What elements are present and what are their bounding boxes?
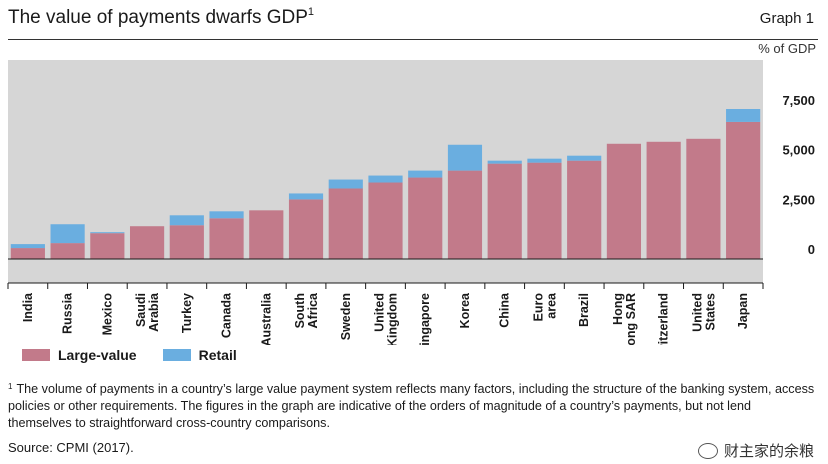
graph-label: Graph 1 xyxy=(759,10,814,27)
x-tick-label: India xyxy=(21,292,35,322)
bar-large-value xyxy=(129,226,165,259)
x-tick-label: Japan xyxy=(736,293,750,329)
y-tick-label: 2,500 xyxy=(782,192,815,207)
x-tick-label: UnitedKingdom xyxy=(373,293,400,345)
x-tick-label: UnitedStates xyxy=(690,293,717,332)
bar-large-value xyxy=(487,163,522,259)
y-tick-label: 0 xyxy=(808,242,815,257)
bar-large-value xyxy=(288,199,324,259)
bar-large-value xyxy=(50,243,85,259)
y-tick-label: 5,000 xyxy=(782,143,815,158)
bar-large-value xyxy=(408,177,443,259)
bar-large-value xyxy=(169,225,204,259)
bar-retail xyxy=(447,144,483,171)
x-tick-label: Switzerland xyxy=(657,293,671,345)
y-axis-unit-label: % of GDP xyxy=(758,41,816,56)
legend-label: Retail xyxy=(198,347,237,363)
bar-retail xyxy=(209,211,244,219)
legend-item-retail: Retail xyxy=(162,347,237,363)
large-value-swatch xyxy=(22,349,50,361)
bar-large-value xyxy=(447,170,483,259)
watermark: 财主家的余粮 xyxy=(697,440,814,461)
y-tick-label: 7,500 xyxy=(782,93,815,108)
legend-label: Large-value xyxy=(58,347,137,363)
bar-retail xyxy=(408,170,443,178)
x-tick-label: Turkey xyxy=(180,293,194,333)
x-tick-label: Sweden xyxy=(339,293,353,340)
bar-retail xyxy=(368,175,403,183)
bar-retail xyxy=(487,160,522,164)
bar-large-value xyxy=(686,138,721,259)
x-tick-label: Australia xyxy=(259,292,273,345)
bar-large-value xyxy=(249,210,284,259)
x-tick-label: Canada xyxy=(220,292,234,338)
bar-retail xyxy=(726,109,761,122)
bar-large-value xyxy=(328,188,363,259)
x-tick-label: Brazil xyxy=(577,293,591,327)
x-tick-label: Euroarea xyxy=(531,292,558,322)
chart-title: The value of payments dwarfs GDP1 xyxy=(8,6,315,28)
x-tick-label: SaudiArabia xyxy=(134,292,161,332)
x-tick-label: China xyxy=(498,292,512,328)
bar-retail xyxy=(328,179,363,189)
footnote: 1 The volume of payments in a country’s l… xyxy=(8,382,815,430)
bar-large-value xyxy=(606,143,642,259)
x-tick-label: Russia xyxy=(61,292,75,334)
bar-large-value xyxy=(726,121,761,259)
legend-item-large-value: Large-value xyxy=(22,347,137,363)
retail-swatch xyxy=(162,349,191,361)
bar-retail xyxy=(50,224,85,244)
x-tick-label: SouthAfrica xyxy=(293,292,320,328)
bar-retail xyxy=(288,193,324,200)
bar-large-value xyxy=(646,141,681,259)
bar-large-value xyxy=(527,162,562,259)
legend: Large-value Retail xyxy=(22,347,237,363)
bar-large-value xyxy=(567,160,602,259)
x-tick-label: Mexico xyxy=(100,293,114,336)
x-tick-label: HongKong SAR xyxy=(611,293,638,345)
bar-retail xyxy=(10,244,45,249)
bar-retail xyxy=(527,158,562,163)
x-tick-label: Singapore xyxy=(418,293,432,345)
source-note: Source: CPMI (2017). xyxy=(8,440,134,455)
chat-bubble-icon xyxy=(697,442,718,459)
bar-retail xyxy=(169,215,204,226)
bar-large-value xyxy=(209,218,244,259)
bar-large-value xyxy=(368,182,403,259)
bar-retail xyxy=(90,232,125,234)
bar-large-value xyxy=(90,233,125,259)
bar-retail xyxy=(567,155,602,161)
title-divider xyxy=(8,39,818,40)
bar-large-value xyxy=(10,248,45,259)
bar-chart: India Russia Mexico SaudiArabia Turkey Canada… xyxy=(7,60,815,345)
x-tick-label: Korea xyxy=(458,292,472,328)
